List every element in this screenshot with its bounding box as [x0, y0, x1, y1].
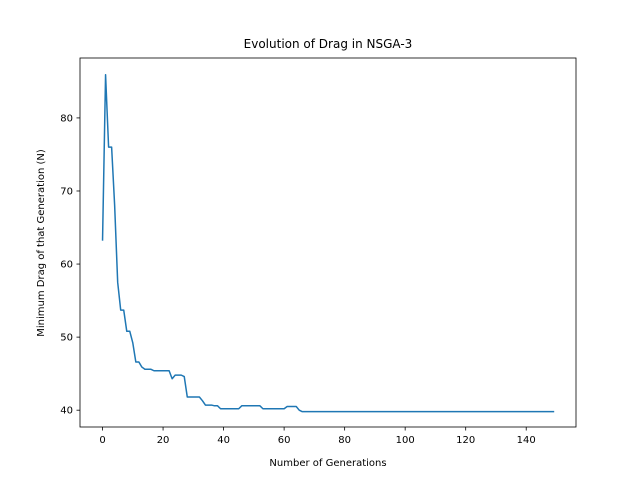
chart-title: Evolution of Drag in NSGA-3	[244, 37, 413, 51]
x-tick-label: 120	[456, 435, 475, 446]
y-tick-label: 60	[60, 260, 73, 271]
x-tick-label: 20	[157, 435, 170, 446]
x-tick-label: 80	[338, 435, 351, 446]
plot-frame	[79, 57, 577, 428]
y-axis-ticks: 40 50 60 70 80	[60, 113, 80, 417]
series-line-1	[101, 74, 555, 413]
x-axis-ticks: 0 20 40 60 80 100 120 140	[99, 427, 536, 446]
y-tick-label: 80	[60, 113, 73, 124]
x-axis-label: Number of Generations	[269, 458, 386, 469]
plot-area: 0 20 40 60 80 100 120 140 40 50 60 70 80	[60, 57, 577, 446]
y-tick-label: 50	[60, 333, 73, 344]
x-tick-label: 100	[396, 435, 415, 446]
y-tick-label: 70	[60, 186, 73, 197]
x-tick-label: 0	[99, 435, 105, 446]
x-tick-label: 140	[517, 435, 536, 446]
y-tick-label: 40	[60, 406, 73, 417]
series-layer	[101, 74, 555, 413]
x-tick-label: 60	[278, 435, 291, 446]
y-axis-label: Minimum Drag of that Generation (N)	[36, 149, 47, 337]
x-tick-label: 40	[217, 435, 230, 446]
